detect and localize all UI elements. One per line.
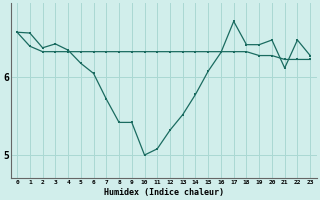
X-axis label: Humidex (Indice chaleur): Humidex (Indice chaleur) (104, 188, 224, 197)
